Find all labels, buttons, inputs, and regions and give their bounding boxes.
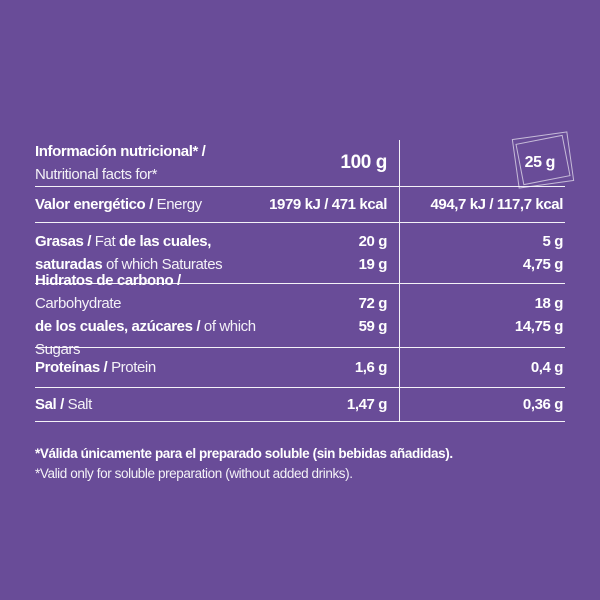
row-label-line: Sal / Salt <box>35 393 261 416</box>
value-line: 4,75 g <box>522 255 564 273</box>
value-line: 72 g <box>358 295 388 313</box>
value-line: 1,6 g <box>354 358 388 376</box>
row-label-line: Grasas / Fat de las cuales, <box>35 230 261 253</box>
value-per-100g: 1,47 g <box>267 393 399 416</box>
value-line: 14,75 g <box>514 318 563 336</box>
value-line: 59 g <box>358 318 388 336</box>
header-row: Información nutricional* / Nutritional f… <box>35 131 575 189</box>
value-per-25g: 494,7 kJ / 117,7 kcal <box>399 186 565 222</box>
value-line: 0,36 g <box>522 395 564 413</box>
table-row-energy: Valor energético / Energy 1979 kJ / 471 … <box>35 186 565 223</box>
table-row-carbohydrate: Hidratos de carbono / Carbohydrate de lo… <box>35 272 565 358</box>
label-english: of which Saturates <box>106 255 223 273</box>
value-per-100g: 20 g 19 g <box>267 230 399 276</box>
row-label: Hidratos de carbono / Carbohydrate de lo… <box>35 269 267 361</box>
value-line: 1,47 g <box>346 395 388 413</box>
label-spanish: saturadas <box>35 255 107 273</box>
label-english: Energy <box>156 195 203 213</box>
row-label: Valor energético / Energy <box>35 193 267 216</box>
value-per-25g: 0,36 g <box>399 387 565 421</box>
column-header-100g: 100 g <box>340 152 387 174</box>
label-english: Fat <box>94 232 120 250</box>
footnote-english: *Valid only for soluble preparation (wit… <box>35 465 353 481</box>
label-spanish: Valor energético / <box>35 195 157 213</box>
row-label: Grasas / Fat de las cuales, saturadas of… <box>35 230 267 276</box>
label-english: Salt <box>67 395 93 413</box>
label-spanish: Grasas / <box>35 232 95 250</box>
table-row-fat: Grasas / Fat de las cuales, saturadas of… <box>35 223 565 284</box>
column-header-25g-label: 25 g <box>524 154 556 172</box>
value-line: 1979 kJ / 471 kcal <box>269 195 387 213</box>
row-label: Sal / Salt <box>35 393 267 416</box>
label-spanish: Hidratos de carbono / <box>35 272 181 290</box>
value-line: 18 g <box>534 295 564 313</box>
label-english: Protein <box>111 358 156 376</box>
row-label-line: Proteínas / Protein <box>35 356 261 379</box>
title-spanish: Información nutricional* / <box>35 142 206 160</box>
column-header-25g: 25 g <box>399 131 575 189</box>
value-per-100g: 72 g 59 g <box>267 292 399 338</box>
value-line: 494,7 kJ / 117,7 kcal <box>430 195 563 213</box>
table-title: Información nutricional* / Nutritional f… <box>35 140 267 186</box>
value-per-100g: 1,6 g <box>267 356 399 379</box>
value-line: 20 g <box>358 232 388 250</box>
label-spanish: de las cuales, <box>119 232 211 250</box>
table-row-protein: Proteínas / Protein 1,6 g 0,4 g <box>35 348 565 388</box>
value-per-25g: 18 g 14,75 g <box>399 283 565 347</box>
footnote: *Válida únicamente para el preparado sol… <box>35 444 453 483</box>
label-spanish: de los cuales, azúcares / <box>35 318 204 336</box>
value-line: 5 g <box>542 232 564 250</box>
table-row-salt: Sal / Salt 1,47 g 0,36 g <box>35 387 565 422</box>
value-per-25g: 5 g 4,75 g <box>399 223 565 283</box>
label-spanish: Proteínas / <box>35 358 112 376</box>
label-english: Carbohydrate <box>35 295 122 313</box>
label-spanish: Sal / <box>35 395 68 413</box>
label-english: of which Sugars <box>35 318 256 359</box>
row-label-line: Hidratos de carbono / Carbohydrate <box>35 269 261 315</box>
row-label-line: Valor energético / Energy <box>35 193 261 216</box>
value-per-100g: 1979 kJ / 471 kcal <box>267 193 399 216</box>
nutrition-table: Información nutricional* / Nutritional f… <box>35 131 575 422</box>
value-per-25g: 0,4 g <box>399 348 565 387</box>
value-line: 19 g <box>358 255 388 273</box>
title-english: Nutritional facts for* <box>35 165 158 183</box>
value-line: 0,4 g <box>530 358 564 376</box>
row-label: Proteínas / Protein <box>35 356 267 379</box>
footnote-spanish: *Válida únicamente para el preparado sol… <box>35 446 453 461</box>
row-label-line: saturadas of which Saturates <box>35 253 261 276</box>
row-label-line: de los cuales, azúcares / of which Sugar… <box>35 315 261 361</box>
